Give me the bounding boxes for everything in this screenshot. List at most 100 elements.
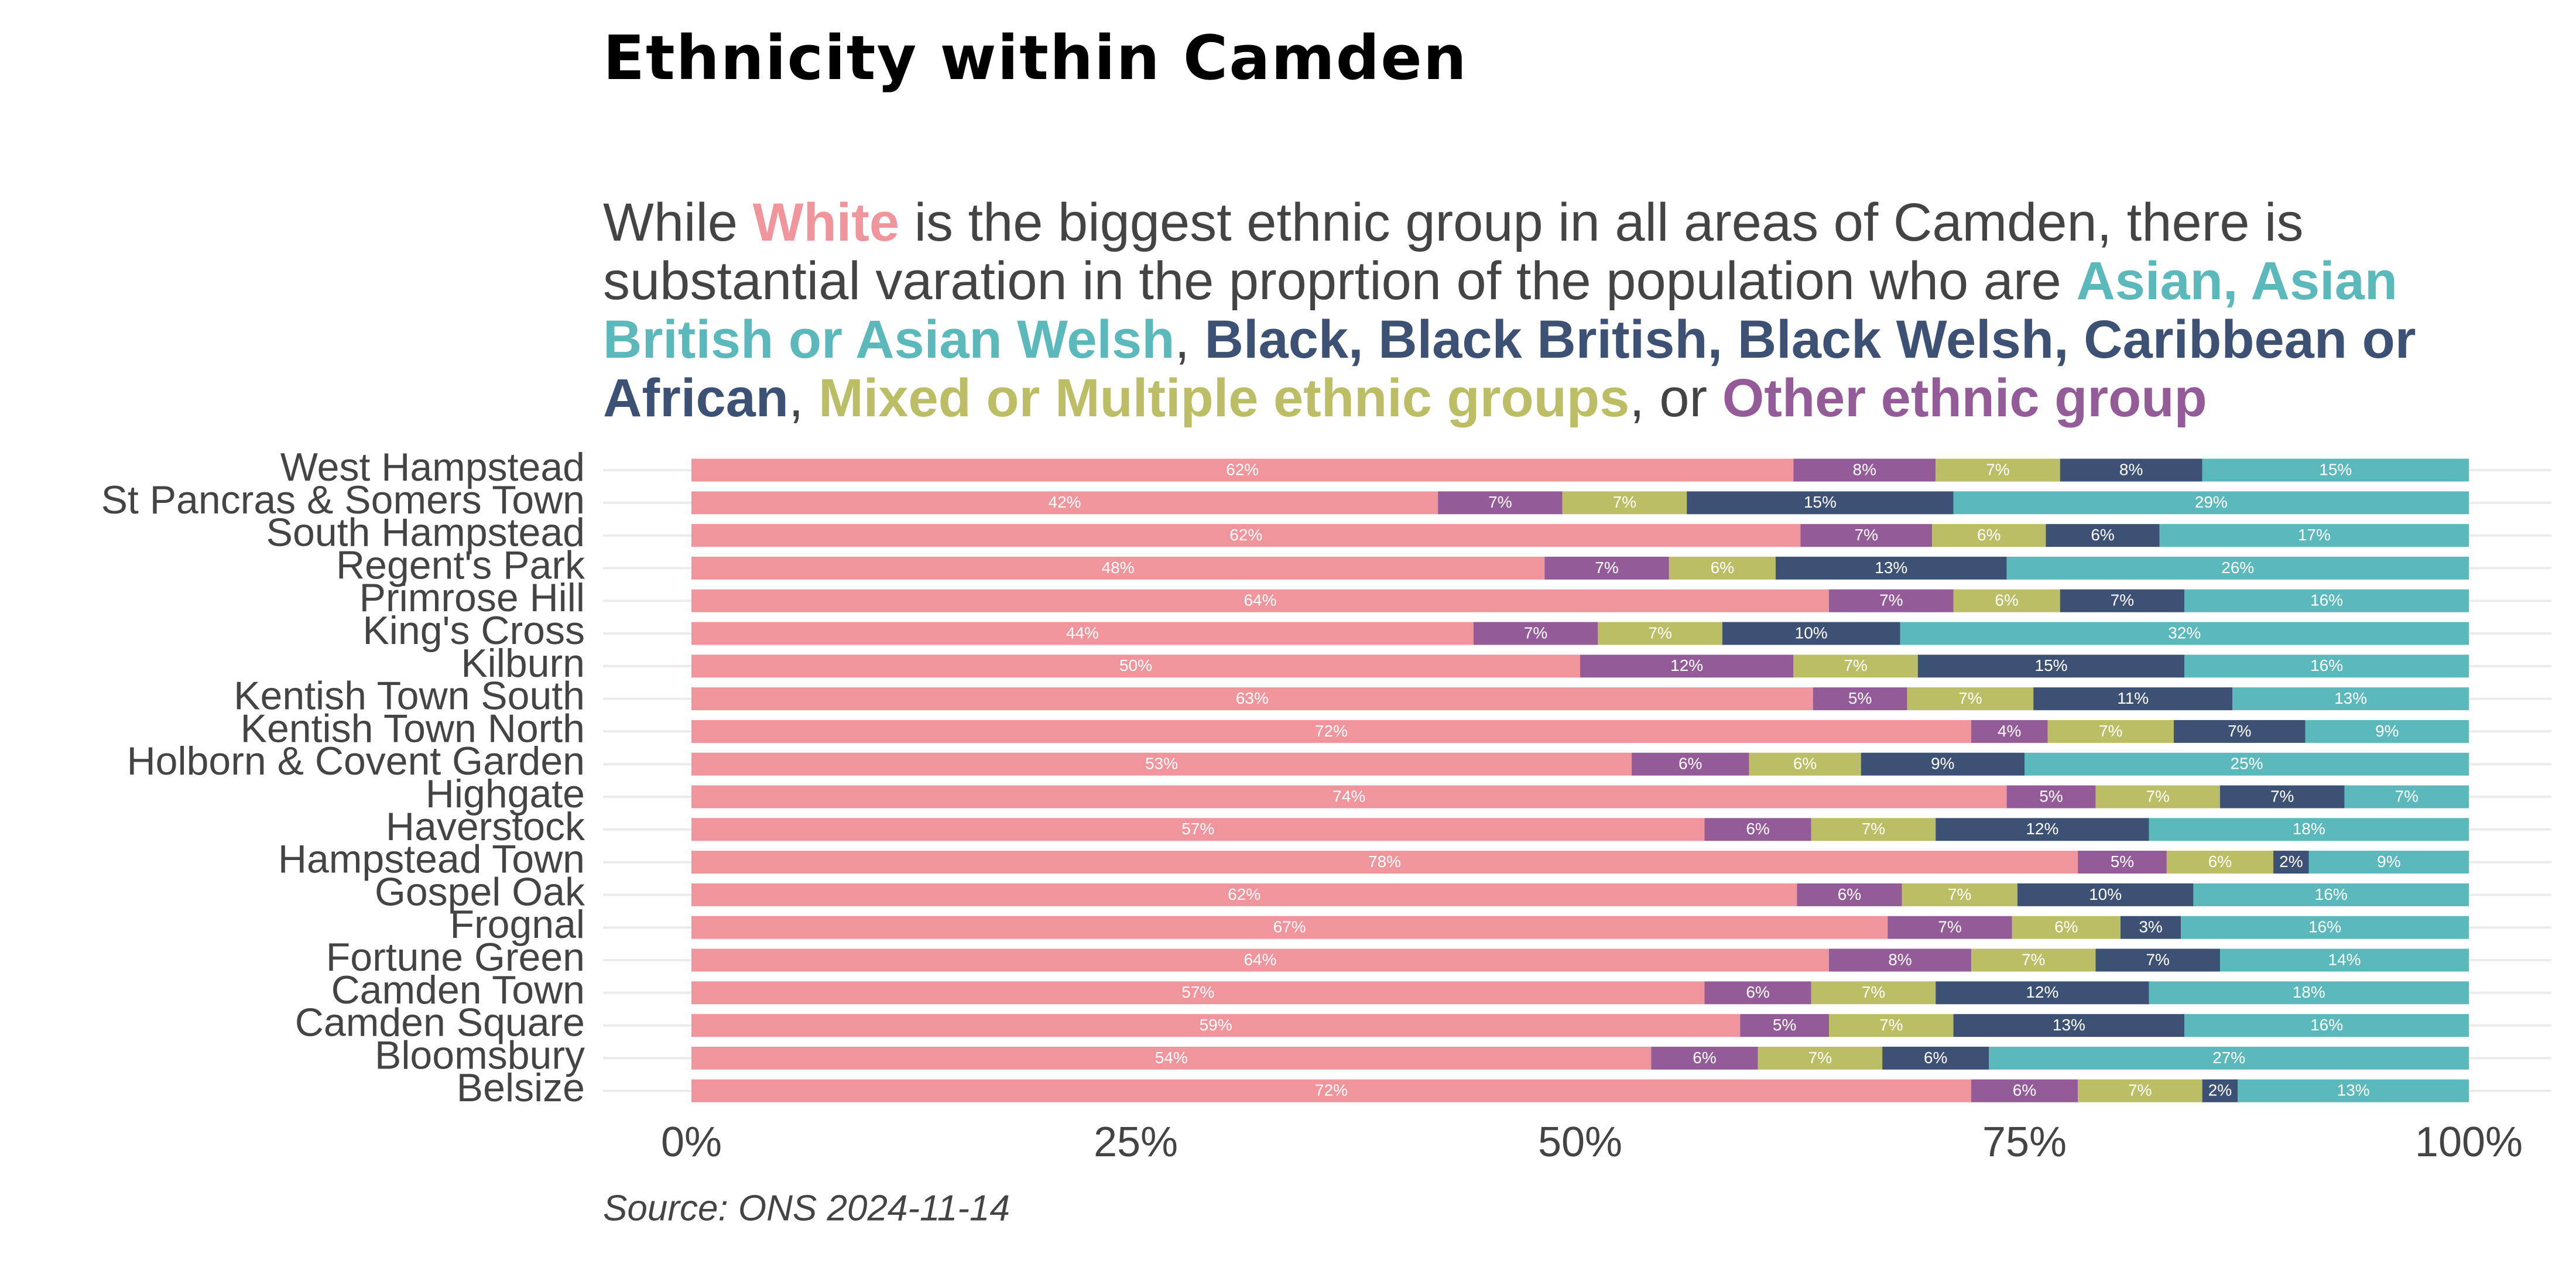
bar-segment xyxy=(1971,1079,2078,1102)
bar-segment xyxy=(2181,916,2469,939)
value-label: 16% xyxy=(2315,885,2348,903)
bar-segment xyxy=(1775,556,2007,580)
value-label: 7% xyxy=(2111,591,2134,609)
value-label: 7% xyxy=(1948,885,1971,903)
value-label: 16% xyxy=(2308,918,2341,936)
bar-segment xyxy=(691,524,1801,547)
value-label: 6% xyxy=(2054,918,2078,936)
value-label: 7% xyxy=(1862,983,1885,1001)
value-label: 59% xyxy=(1200,1016,1232,1034)
bar-segment xyxy=(2184,655,2469,678)
value-label: 7% xyxy=(2146,950,2169,968)
value-label: 8% xyxy=(2119,460,2143,478)
legend-entry: Black, Black British, Black Welsh, Carib… xyxy=(603,310,2416,428)
value-label: 64% xyxy=(1244,591,1276,609)
value-label: 63% xyxy=(1236,689,1269,707)
y-tick-label: Primrose Hill xyxy=(359,576,585,620)
value-label: 7% xyxy=(1648,624,1671,642)
value-label: 54% xyxy=(1155,1049,1188,1067)
value-label: 53% xyxy=(1145,755,1178,773)
bar-segment xyxy=(691,948,1830,972)
bar-segment xyxy=(691,916,1888,939)
value-label: 2% xyxy=(2279,852,2303,871)
bar-segment xyxy=(691,851,2078,874)
bar-segment xyxy=(2006,556,2469,580)
x-tick-label: 100% xyxy=(2415,1119,2523,1166)
value-label: 7% xyxy=(1862,820,1885,838)
subtitle-text: , xyxy=(1174,310,1205,369)
value-label: 67% xyxy=(1273,918,1306,936)
y-tick-label: Haverstock xyxy=(386,804,585,849)
bar-segment xyxy=(1829,948,1971,972)
bar-segment xyxy=(2159,524,2469,547)
value-label: 4% xyxy=(1998,722,2021,740)
value-label: 7% xyxy=(1524,624,1547,642)
value-label: 2% xyxy=(2208,1081,2232,1099)
bar-segment xyxy=(1861,752,2025,776)
bar-segment xyxy=(1687,491,1954,515)
y-tick-label: Hampstead Town xyxy=(278,837,585,882)
bar-segment xyxy=(2060,458,2202,482)
y-tick-label: Camden Square xyxy=(295,1001,585,1045)
legend-entry: Other ethnic group xyxy=(1722,368,2207,428)
bar-segment xyxy=(1562,491,1687,515)
value-label: 7% xyxy=(1879,591,1903,609)
bar-segment xyxy=(691,1079,1971,1102)
value-label: 7% xyxy=(1958,689,1982,707)
value-label: 72% xyxy=(1315,1081,1348,1099)
bar-segment xyxy=(1800,524,1933,547)
bar-segment xyxy=(2174,720,2306,743)
bar-segment xyxy=(1900,622,2469,645)
value-label: 57% xyxy=(1181,983,1214,1001)
value-label: 11% xyxy=(2117,689,2149,707)
x-tick-label: 25% xyxy=(1094,1119,1178,1166)
bar-segment xyxy=(1722,622,1900,645)
y-tick-label: Bloomsbury xyxy=(375,1033,585,1077)
value-label: 6% xyxy=(1838,885,1861,903)
bar-segment xyxy=(1888,916,2012,939)
bar-segment xyxy=(1936,458,2060,482)
bar-segment xyxy=(691,622,1474,645)
bar-segment xyxy=(2202,458,2469,482)
value-label: 78% xyxy=(1368,852,1401,871)
bar-segment xyxy=(2308,851,2469,874)
bar-segment xyxy=(691,556,1545,580)
bar-segment xyxy=(1829,1014,1954,1037)
bar-segment xyxy=(2006,785,2096,809)
value-label: 7% xyxy=(2128,1081,2152,1099)
chart-title: Ethnicity within Camden xyxy=(603,22,1468,94)
bar-segment xyxy=(2219,948,2469,972)
value-label: 15% xyxy=(1804,493,1837,511)
x-tick-label: 50% xyxy=(1538,1119,1622,1166)
value-label: 12% xyxy=(1670,656,1703,674)
bar-segment xyxy=(691,785,2007,809)
bar-segment xyxy=(1438,491,1563,515)
value-label: 29% xyxy=(2195,493,2228,511)
y-tick-label: St Pancras & Somers Town xyxy=(101,478,585,522)
value-label: 6% xyxy=(1693,1049,1716,1067)
bar-segment xyxy=(1902,883,2017,906)
bar-segment xyxy=(1811,818,1936,841)
bar-segment xyxy=(691,1014,1741,1037)
y-tick-label: South Hampstead xyxy=(266,511,585,555)
bar-segment xyxy=(2184,589,2469,612)
value-label: 16% xyxy=(2310,1016,2343,1034)
y-tick-label: Highgate xyxy=(426,772,585,816)
value-label: 14% xyxy=(2328,950,2361,968)
y-tick-label: Frognal xyxy=(450,902,585,947)
value-label: 9% xyxy=(2377,852,2400,871)
bar-segment xyxy=(691,589,1830,612)
value-label: 48% xyxy=(1102,559,1135,577)
bar-segment xyxy=(1580,655,1794,678)
bar-segment xyxy=(2166,851,2274,874)
bar-segment xyxy=(1971,720,2048,743)
y-tick-label: King's Cross xyxy=(362,608,585,653)
value-label: 7% xyxy=(2270,787,2294,805)
bar-segment xyxy=(691,720,1971,743)
bar-segment xyxy=(1793,458,1936,482)
value-label: 6% xyxy=(1746,820,1769,838)
bar-segment xyxy=(1989,1046,2469,1070)
value-label: 64% xyxy=(1244,950,1276,968)
